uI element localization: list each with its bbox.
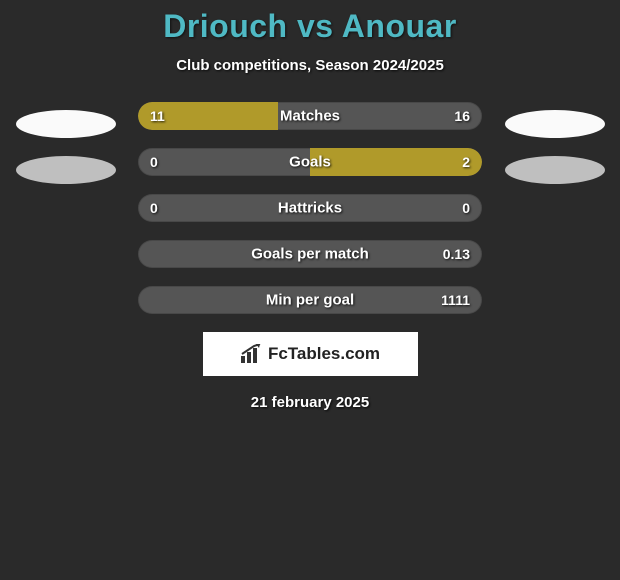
- stat-label: Goals per match: [251, 246, 369, 263]
- subtitle: Club competitions, Season 2024/2025: [0, 57, 620, 74]
- left-value: 0: [150, 154, 158, 170]
- left-avatars: [8, 102, 123, 184]
- stat-bar: 0 2 Goals: [138, 148, 482, 176]
- right-value: 0: [462, 200, 470, 216]
- chart-icon: [240, 344, 264, 364]
- right-value: 1111: [441, 292, 470, 308]
- brand-label: FcTables.com: [268, 344, 380, 364]
- avatar-placeholder: [505, 110, 605, 138]
- stat-bar: 11 16 Matches: [138, 102, 482, 130]
- stat-label: Goals: [289, 154, 331, 171]
- avatar-placeholder: [16, 110, 116, 138]
- stat-bar: 0 0 Hattricks: [138, 194, 482, 222]
- stat-bars: 11 16 Matches 0 2 Goals 0 0 Hattricks 0.13 Goals p…: [138, 102, 482, 314]
- avatar-placeholder: [16, 156, 116, 184]
- stat-bar: 1111 Min per goal: [138, 286, 482, 314]
- right-avatars: [497, 102, 612, 184]
- left-value: 11: [150, 108, 165, 124]
- comparison-infographic: Driouch vs Anouar Club competitions, Sea…: [0, 0, 620, 411]
- right-value: 0.13: [443, 246, 470, 262]
- bar-fill-right: [310, 148, 482, 176]
- date-label: 21 february 2025: [0, 394, 620, 411]
- stat-label: Hattricks: [278, 200, 342, 217]
- stat-label: Min per goal: [266, 292, 354, 309]
- comparison-body: 11 16 Matches 0 2 Goals 0 0 Hattricks 0.13 Goals p…: [0, 102, 620, 314]
- page-title: Driouch vs Anouar: [0, 8, 620, 45]
- stat-bar: 0.13 Goals per match: [138, 240, 482, 268]
- brand-badge[interactable]: FcTables.com: [203, 332, 418, 376]
- stat-label: Matches: [280, 108, 340, 125]
- avatar-placeholder: [505, 156, 605, 184]
- left-value: 0: [150, 200, 158, 216]
- right-value: 2: [462, 154, 470, 170]
- right-value: 16: [454, 108, 470, 124]
